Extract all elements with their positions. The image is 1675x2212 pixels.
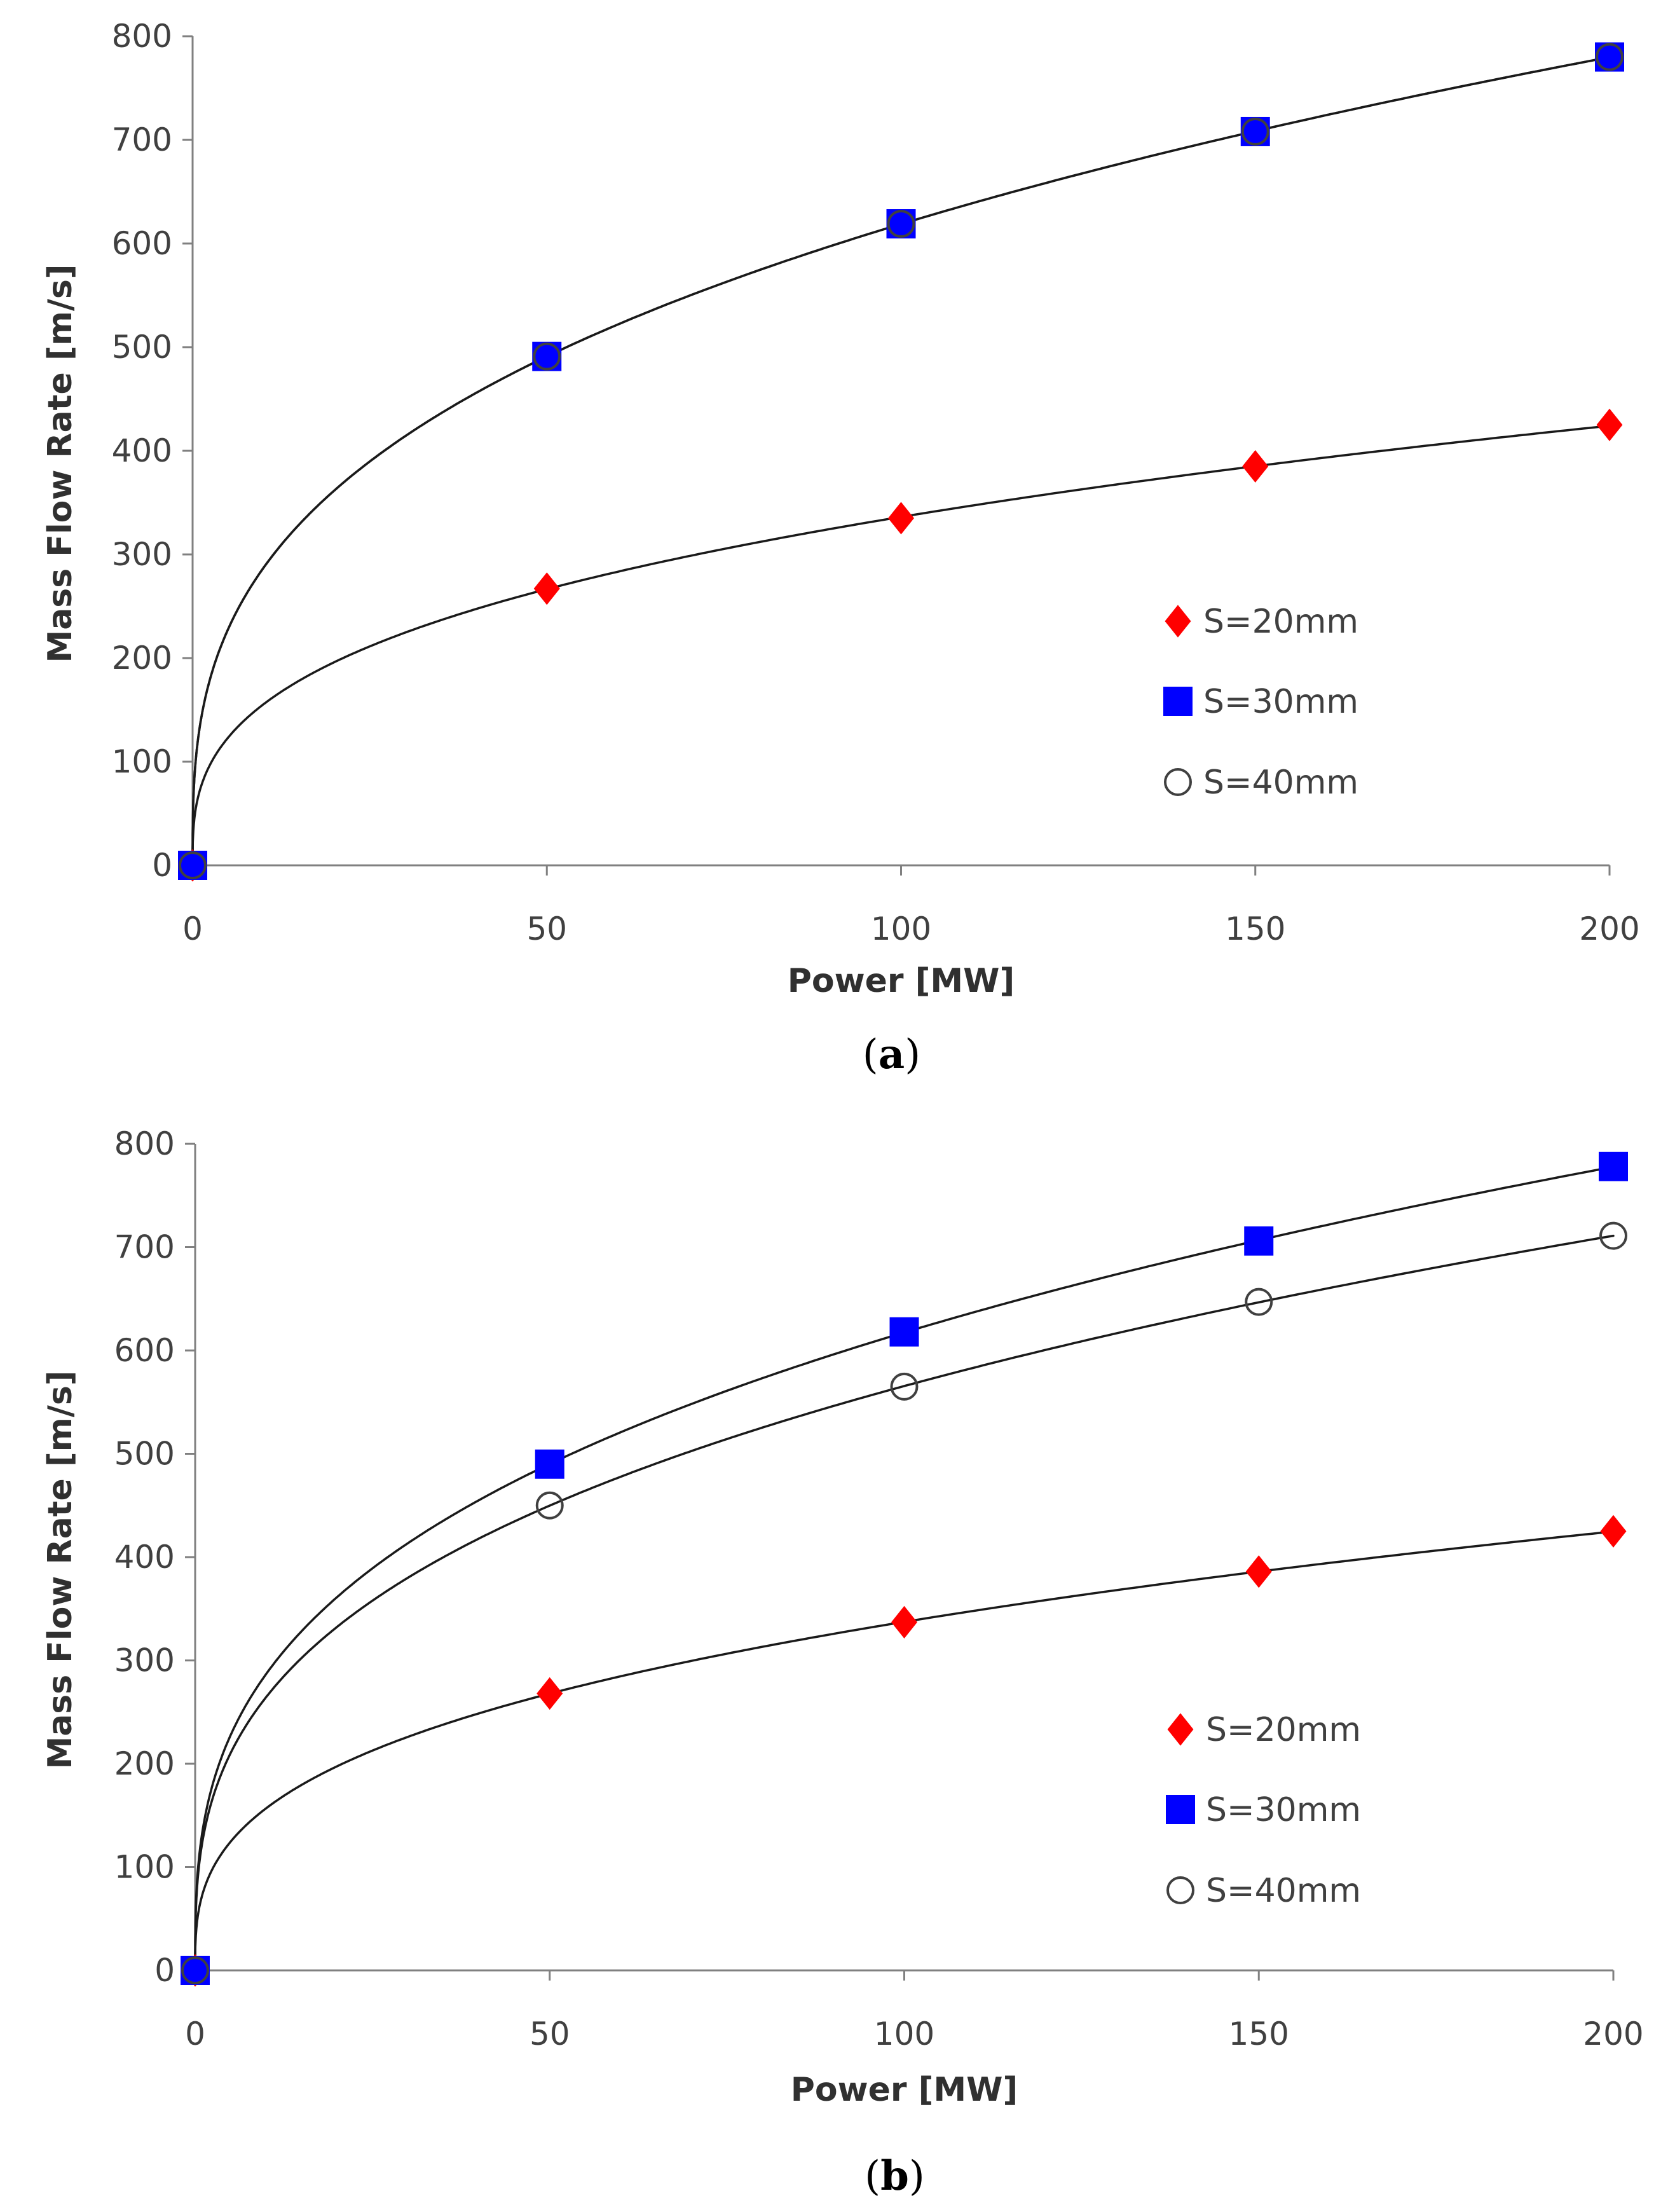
legend-marker [1166, 1876, 1194, 1904]
y-tick-label: 300 [112, 536, 172, 573]
x-tick-label: 100 [871, 910, 931, 947]
data-point [1244, 1226, 1274, 1256]
data-point [537, 1677, 563, 1710]
panel-label: (a) [863, 1031, 920, 1078]
data-point [1241, 117, 1269, 146]
series-line-s-30mm [194, 1165, 1615, 1972]
data-point [533, 342, 561, 371]
series-line-s-40mm [191, 56, 1611, 867]
series-markers-s-30mm [178, 42, 1624, 880]
series-markers-s-30mm [181, 1151, 1628, 1985]
x-axis-title: Power [MW] [788, 962, 1015, 1000]
legend: S=20mm S=30mm S=40mm [1163, 603, 1358, 802]
legend-label: S=30mm [1206, 1791, 1361, 1829]
data-point [1242, 450, 1269, 483]
data-point [533, 572, 560, 605]
data-point [1600, 1515, 1627, 1548]
x-tick-label: 150 [1229, 2016, 1289, 2052]
y-tick-label: 700 [114, 1229, 175, 1266]
y-tick-label: 600 [112, 225, 172, 262]
y-tick-label: 800 [114, 1125, 175, 1162]
y-tick-label: 100 [114, 1849, 175, 1886]
x-tick-label: 0 [185, 2016, 205, 2052]
series-markers-s-40mm [181, 1221, 1627, 1984]
y-axis-title: Mass Flow Rate [m/s] [41, 1370, 79, 1769]
panel-label: (b) [865, 2152, 925, 2200]
series-markers-s-20mm [182, 1515, 1627, 1987]
data-point [181, 1956, 209, 1984]
legend-label: S=20mm [1203, 603, 1358, 641]
data-point [535, 1449, 564, 1479]
y-tick-label: 400 [114, 1539, 175, 1576]
legend-label: S=30mm [1203, 683, 1358, 721]
y-tick-label: 400 [112, 432, 172, 469]
y-tick-label: 200 [114, 1745, 175, 1782]
legend: S=20mm S=30mm S=40mm [1166, 1711, 1361, 1910]
series-line-s-20mm [194, 1530, 1615, 1972]
y-tick-label: 500 [114, 1436, 175, 1473]
legend-marker [1166, 1795, 1195, 1824]
chart-panel-b: 0 100 200 300 400 500 600 700 800 0 50 100 150 200 Pow… [0, 1106, 1675, 2211]
data-point [891, 1605, 917, 1638]
chart-a: 0 100 200 300 400 500 600 700 800 0 50 100 150 200 Pow… [41, 18, 1640, 1078]
data-point [887, 210, 915, 238]
chart-b: 0 100 200 300 400 500 600 700 800 0 50 100 150 200 Pow… [41, 1125, 1644, 2200]
data-point [1245, 1555, 1272, 1588]
x-tick-label: 200 [1583, 2016, 1643, 2052]
x-tick-label: 0 [182, 910, 203, 947]
x-tick-label: 200 [1579, 910, 1639, 947]
data-point [535, 1491, 564, 1520]
legend-marker [1163, 687, 1193, 716]
x-tick-label: 50 [526, 910, 567, 947]
data-point [1596, 408, 1623, 441]
chart-panel-a: 0 100 200 300 400 500 600 700 800 0 50 100 150 200 Pow… [41, 18, 1640, 1078]
legend-marker [1167, 1713, 1194, 1746]
x-tick-label: 100 [874, 2016, 934, 2052]
data-point [1596, 43, 1624, 71]
legend-label: S=40mm [1203, 764, 1358, 802]
series-line-s-20mm [191, 424, 1611, 867]
y-tick-label: 600 [114, 1332, 175, 1369]
x-axis-title: Power [MW] [791, 2071, 1018, 2109]
data-point [888, 502, 914, 535]
series-line-s-30mm [191, 56, 1611, 867]
series-line-s-40mm [194, 1234, 1615, 1972]
x-tick-label: 150 [1225, 910, 1285, 947]
data-point [1599, 1151, 1628, 1181]
y-tick-label: 100 [112, 743, 172, 780]
data-point [1599, 1221, 1627, 1250]
data-point [179, 851, 207, 879]
y-tick-label: 500 [112, 329, 172, 366]
data-point [1245, 1288, 1273, 1316]
legend-marker [1165, 605, 1191, 638]
data-point [890, 1372, 919, 1401]
legend-label: S=40mm [1206, 1872, 1361, 1910]
series-markers-s-40mm [179, 43, 1624, 879]
legend-label: S=20mm [1206, 1711, 1361, 1749]
y-tick-label: 300 [114, 1642, 175, 1679]
data-point [889, 1317, 919, 1347]
y-tick-label: 800 [112, 18, 172, 55]
legend-marker [1164, 768, 1192, 796]
series-markers-s-20mm [179, 408, 1623, 882]
y-tick-label: 700 [112, 121, 172, 158]
y-axis-title: Mass Flow Rate [m/s] [41, 264, 79, 663]
y-tick-label: 0 [152, 847, 172, 884]
y-tick-label: 200 [112, 640, 172, 677]
x-tick-label: 50 [530, 2016, 570, 2052]
y-tick-label: 0 [154, 1952, 175, 1989]
